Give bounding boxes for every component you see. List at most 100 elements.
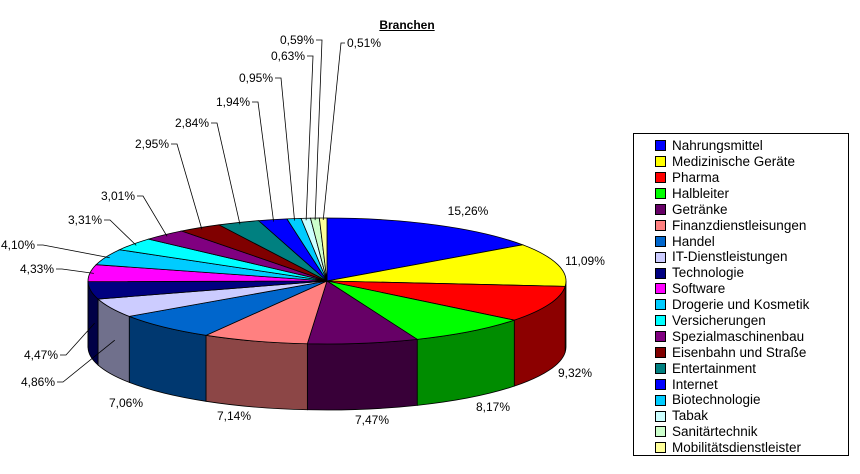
legend-label: Eisenbahn und Straße <box>672 344 807 360</box>
leader-line-it-dienstleistungen <box>57 339 115 383</box>
value-label-it-dienstleistungen: 4,86% <box>21 375 55 389</box>
value-label-mobilitaetsdienstleister: 0,51% <box>347 36 381 50</box>
legend-swatch <box>655 315 666 327</box>
leader-line-spezialmaschinenbau <box>137 195 168 237</box>
pie-slice-finanzdienstleisungen <box>204 280 328 345</box>
pie-slice-getraenke <box>306 280 419 345</box>
legend-label: Spezialmaschinenbau <box>672 328 805 344</box>
legend-item-biotechnologie: Biotechnologie <box>634 392 848 408</box>
legend-swatch <box>655 442 666 454</box>
value-label-spezialmaschinenbau: 3,01% <box>101 189 135 203</box>
leader-line-biotechnologie <box>275 77 295 221</box>
legend-item-eisenbahn-und-strasse: Eisenbahn und Straße <box>634 345 848 361</box>
legend-label: Technologie <box>672 265 745 281</box>
legend-label: Pharma <box>672 169 720 185</box>
legend: Nahrungsmittel Medizinische Geräte Pharma H… <box>633 133 849 456</box>
legend-swatch <box>655 378 666 390</box>
legend-label: Sanitärtechnik <box>672 424 758 440</box>
legend-label: Biotechnologie <box>672 392 761 408</box>
legend-item-drogerie-und-kosmetik: Drogerie und Kosmetik <box>634 297 848 313</box>
leader-line-entertainment <box>211 122 241 225</box>
legend-swatch <box>655 331 666 343</box>
legend-item-nahrungsmittel: Nahrungsmittel <box>634 138 848 154</box>
legend-label: Mobilitätsdienstleister <box>672 440 802 456</box>
legend-swatch <box>655 410 666 422</box>
value-label-biotechnologie: 0,95% <box>239 71 273 85</box>
legend-swatch <box>655 156 666 168</box>
pie-side-getraenke <box>306 338 418 411</box>
legend-label: Halbleiter <box>672 185 730 201</box>
legend-item-technologie: Technologie <box>634 265 848 281</box>
value-label-getraenke: 7,47% <box>355 413 389 427</box>
value-label-finanzdienstleisungen: 7,14% <box>217 409 251 423</box>
legend-item-tabak: Tabak <box>634 408 848 424</box>
legend-label: Entertainment <box>672 360 757 376</box>
leader-line-versicherungen <box>104 219 137 246</box>
legend-swatch <box>655 235 666 247</box>
legend-item-medizinische-geraete: Medizinische Geräte <box>634 154 848 170</box>
pie-top <box>87 217 567 345</box>
legend-swatch <box>655 188 666 200</box>
leader-line-internet <box>252 101 274 222</box>
pie-slice-nahrungsmittel <box>326 217 525 282</box>
pie-slice-handel <box>127 280 328 336</box>
value-label-tabak: 0,63% <box>271 49 305 63</box>
legend-swatch <box>655 299 666 311</box>
legend-label: Software <box>672 281 726 297</box>
legend-item-handel: Handel <box>634 233 848 249</box>
legend-swatch <box>655 251 666 263</box>
legend-swatch <box>655 347 666 359</box>
leader-line-drogerie-und-kosmetik <box>37 244 110 259</box>
legend-label: Tabak <box>672 408 709 424</box>
value-label-halbleiter: 8,17% <box>476 400 510 414</box>
legend-swatch <box>655 394 666 406</box>
value-label-medizinische-geraete: 11,09% <box>565 254 605 268</box>
legend-swatch <box>655 426 666 438</box>
legend-item-finanzdienstleisungen: Finanzdienstleisungen <box>634 217 848 233</box>
leader-line-software <box>56 268 94 274</box>
legend-item-entertainment: Entertainment <box>634 360 848 376</box>
legend-label: Drogerie und Kosmetik <box>672 297 810 313</box>
chart-title: Branchen <box>379 18 435 32</box>
leader-line-mobilitaetsdienstleister <box>322 42 345 221</box>
legend-item-software: Software <box>634 281 848 297</box>
value-label-entertainment: 2,84% <box>175 116 209 130</box>
legend-item-spezialmaschinenbau: Spezialmaschinenbau <box>634 329 848 345</box>
legend-item-sanitaertechnik: Sanitärtechnik <box>634 424 848 440</box>
legend-swatch <box>655 267 666 279</box>
legend-item-halbleiter: Halbleiter <box>634 186 848 202</box>
legend-swatch <box>655 140 666 152</box>
leader-line-eisenbahn-und-strasse <box>171 143 203 230</box>
legend-item-versicherungen: Versicherungen <box>634 313 848 329</box>
legend-item-mobilitaetsdienstleister: Mobilitätsdienstleister <box>634 440 848 456</box>
value-label-versicherungen: 3,31% <box>68 213 102 227</box>
pie-slice-pharma <box>326 280 566 321</box>
pie-slice-medizinische-geraete <box>326 244 567 287</box>
leader-line-tabak <box>305 55 314 221</box>
legend-label: Nahrungsmittel <box>672 138 763 154</box>
value-label-software: 4,33% <box>20 262 54 276</box>
legend-swatch <box>655 204 666 215</box>
legend-item-internet: Internet <box>634 376 848 392</box>
legend-label: Handel <box>672 233 715 249</box>
value-label-technologie: 4,47% <box>24 348 58 362</box>
legend-label: Getränke <box>672 201 728 217</box>
legend-label: IT-Dienstleistungen <box>672 249 788 265</box>
value-label-pharma: 9,32% <box>558 366 592 380</box>
value-label-internet: 1,94% <box>216 95 250 109</box>
legend-label: Internet <box>672 376 718 392</box>
value-label-eisenbahn-und-strasse: 2,95% <box>135 137 169 151</box>
legend-swatch <box>655 283 666 295</box>
legend-label: Medizinische Geräte <box>672 154 796 170</box>
legend-item-getraenke: Getränke <box>634 202 848 218</box>
leader-line-sanitaertechnik <box>314 39 323 221</box>
legend-label: Versicherungen <box>672 312 766 328</box>
pie-labels: 15,26% 11,09% 9,32% 8,17% 7,47% 7,14% 7,06% 4,8… <box>1 33 605 427</box>
legend-swatch <box>655 172 666 184</box>
legend-swatch <box>655 219 666 231</box>
legend-swatch <box>655 362 666 374</box>
legend-item-pharma: Pharma <box>634 170 848 186</box>
leader-line-technologie <box>60 322 95 356</box>
